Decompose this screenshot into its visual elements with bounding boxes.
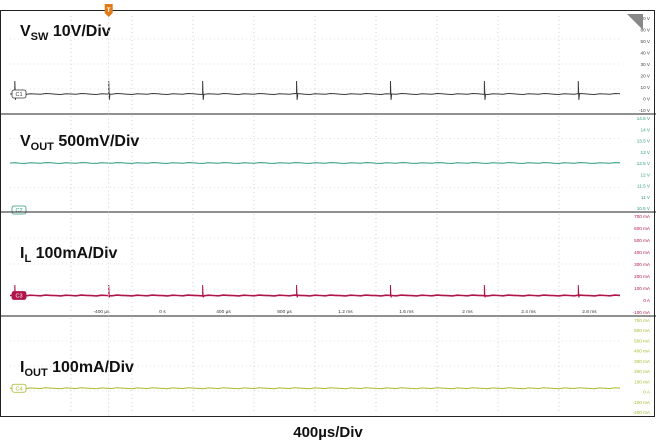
x-axis-tick-label: 400 µs [216, 309, 231, 315]
axis-tick-label: 100 mA [634, 379, 651, 384]
axis-tick-label: 400 mA [634, 349, 651, 354]
axis-tick-label: 0 V [643, 97, 651, 102]
axis-tick-label: 600 mA [634, 226, 651, 231]
axis-tick-label: 100 mA [634, 286, 651, 291]
axis-tick-label: 13.5 V [637, 139, 651, 144]
trigger-marker-label: T [107, 8, 111, 14]
time-scale-caption: 400µs/Div [293, 424, 363, 441]
channel-marker-label: C1 [15, 92, 22, 98]
x-axis-tick-label: 1.2 ms [338, 309, 353, 315]
channel-title: VOUT 500mV/Div [20, 133, 139, 153]
axis-tick-label: 12.5 V [637, 161, 651, 166]
axis-tick-label: 70 V [641, 16, 651, 21]
channel-title: VSW 10V/Div [20, 23, 111, 43]
axis-tick-label: 10 V [641, 85, 651, 90]
x-axis-tick-label: 0 s [159, 309, 166, 315]
switching-spike [483, 284, 487, 298]
scope-corner-icon [627, 14, 643, 30]
channel-title: IOUT 100mA/Div [20, 359, 134, 379]
x-axis-tick-label: -400 µs [93, 309, 110, 315]
axis-tick-label: 500 mA [634, 238, 651, 243]
axis-tick-label: 14 V [641, 127, 651, 132]
axis-tick-label: 60 V [641, 28, 651, 33]
axis-tick-label: 12 V [641, 172, 651, 177]
axis-tick-label: 40 V [641, 51, 651, 56]
switching-spike [577, 284, 580, 298]
axis-tick-label: 400 mA [634, 250, 651, 255]
axis-tick-label: 500 mA [634, 338, 651, 343]
switching-spike [389, 284, 393, 298]
channel-marker-c3 [11, 291, 27, 300]
trace-c2 [9, 162, 621, 164]
channel-marker-c4 [11, 383, 27, 393]
channel-marker-label: C3 [15, 294, 22, 300]
switching-spike [389, 80, 393, 100]
x-axis-tick-label: 2.4 ms [521, 309, 536, 315]
scope-frame [0, 10, 655, 417]
oscilloscope-capture: 70 V 60 V 50 V 40 V 30 V 20 V 10 V 0 V -10 V C1 VS… [0, 4, 656, 417]
x-axis-tick-label: 2.8 ms [582, 309, 597, 315]
axis-tick-label: 10.5 V [637, 206, 651, 211]
axis-tick-label: 200 mA [634, 369, 651, 374]
axis-tick-label: 13 V [641, 150, 651, 155]
axis-tick-label: -200 mA [633, 410, 651, 415]
x-axis-tick-label: 800 µs [277, 309, 292, 315]
axis-tick-label: 300 mA [634, 262, 651, 267]
axis-tick-label: 50 V [641, 39, 651, 44]
channel-marker-label: C4 [15, 386, 22, 392]
axis-tick-label: 11 V [641, 195, 651, 200]
axis-tick-label: 0 A [643, 298, 651, 303]
switching-spike [296, 80, 299, 100]
x-axis-tick-label: 2 ms [462, 309, 473, 315]
switching-spike [577, 80, 580, 100]
axis-tick-label: 700 mA [634, 214, 651, 219]
axis-tick-label: 200 mA [634, 274, 651, 279]
axis-tick-label: 20 V [641, 74, 651, 79]
axis-tick-label: 14.5 V [637, 116, 651, 121]
x-axis-tick-label: 1.6 ms [399, 309, 414, 315]
axis-tick-label: 300 mA [634, 359, 651, 364]
trace-c3 [9, 294, 621, 297]
axis-tick-label: 700 mA [634, 318, 651, 323]
channel-marker-c1 [11, 89, 27, 99]
axis-tick-label: 600 mA [634, 328, 651, 333]
channel-title: IL 100mA/Div [20, 245, 118, 265]
trigger-marker-icon [104, 4, 113, 17]
trace-c4 [9, 387, 621, 390]
axis-tick-label: 30 V [641, 62, 651, 67]
switching-spike [202, 284, 205, 298]
axis-tick-label: -10 V [639, 108, 651, 113]
channel-marker-label: C2 [15, 208, 22, 214]
axis-tick-label: 0 A [643, 390, 651, 395]
switching-spike [202, 80, 205, 100]
axis-tick-label: -100 mA [633, 310, 651, 315]
trace-c1 [9, 92, 621, 96]
axis-tick-label: 11.5 V [637, 184, 651, 189]
switching-spike [296, 284, 299, 298]
switching-spike [483, 80, 487, 100]
axis-tick-label: -100 mA [633, 400, 651, 405]
